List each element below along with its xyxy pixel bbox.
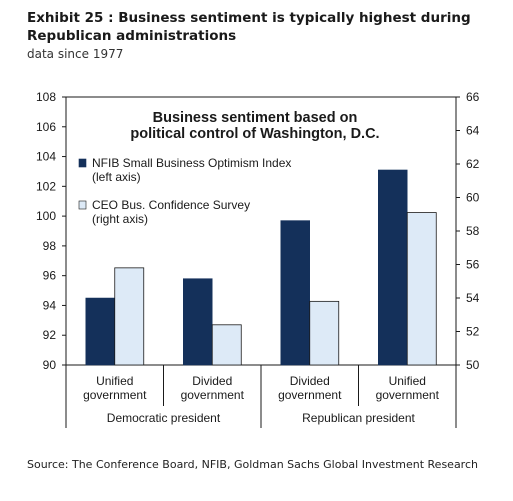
nfib-bar: [378, 169, 408, 366]
left-axis-tick-label: 106: [36, 120, 56, 134]
left-axis-tick-label: 98: [43, 239, 57, 253]
legend-label: (right axis): [92, 212, 148, 226]
chart-title: Business sentiment based on: [153, 110, 358, 126]
ceo-bar: [211, 324, 242, 366]
left-axis-tick-label: 96: [43, 269, 57, 283]
right-axis-tick-label: 54: [466, 291, 480, 305]
ceo-bar: [114, 267, 145, 366]
category-label: Divided: [192, 374, 232, 388]
right-axis-tick-label: 64: [466, 124, 480, 138]
exhibit-title: Exhibit 25 : Business sentiment is typic…: [27, 10, 471, 44]
nfib-bar: [85, 297, 115, 366]
exhibit-subtitle: data since 1977: [27, 47, 124, 61]
right-axis-tick-label: 62: [466, 157, 480, 171]
category-label: Unified: [96, 374, 133, 388]
category-label: Unified: [389, 374, 426, 388]
legend-label: (left axis): [92, 170, 141, 184]
chart-title: political control of Washington, D.C.: [130, 126, 379, 142]
category-label: government: [181, 388, 245, 402]
legend-label: CEO Bus. Confidence Survey: [92, 198, 250, 212]
source-note: Source: The Conference Board, NFIB, Gold…: [27, 458, 478, 471]
nfib-bar: [183, 278, 213, 366]
left-axis-tick-label: 104: [36, 150, 56, 164]
group-label: Democratic president: [107, 411, 221, 425]
category-label: government: [278, 388, 342, 402]
group-label: Republican president: [302, 411, 415, 425]
left-axis-tick-label: 90: [43, 358, 57, 372]
left-axis-tick-label: 94: [43, 298, 57, 312]
left-axis-tick-label: 102: [36, 179, 56, 193]
left-axis-tick-label: 92: [43, 328, 57, 342]
right-axis-tick-label: 52: [466, 325, 480, 339]
right-axis-tick-label: 56: [466, 258, 480, 272]
nfib-bar: [280, 220, 310, 366]
ceo-bar: [309, 300, 340, 366]
ceo-bar: [406, 212, 437, 366]
right-axis-tick-label: 50: [466, 358, 480, 372]
category-label: government: [376, 388, 440, 402]
category-label: Divided: [290, 374, 330, 388]
right-axis-tick-label: 58: [466, 224, 480, 238]
legend-swatch: [78, 200, 87, 210]
right-axis-tick-label: 60: [466, 191, 480, 205]
right-axis-tick-label: 66: [466, 90, 480, 104]
legend-label: NFIB Small Business Optimism Index: [92, 156, 291, 170]
left-axis-tick-label: 100: [36, 209, 56, 223]
left-axis-tick-label: 108: [36, 90, 56, 104]
legend-swatch: [78, 158, 87, 168]
category-label: government: [83, 388, 147, 402]
